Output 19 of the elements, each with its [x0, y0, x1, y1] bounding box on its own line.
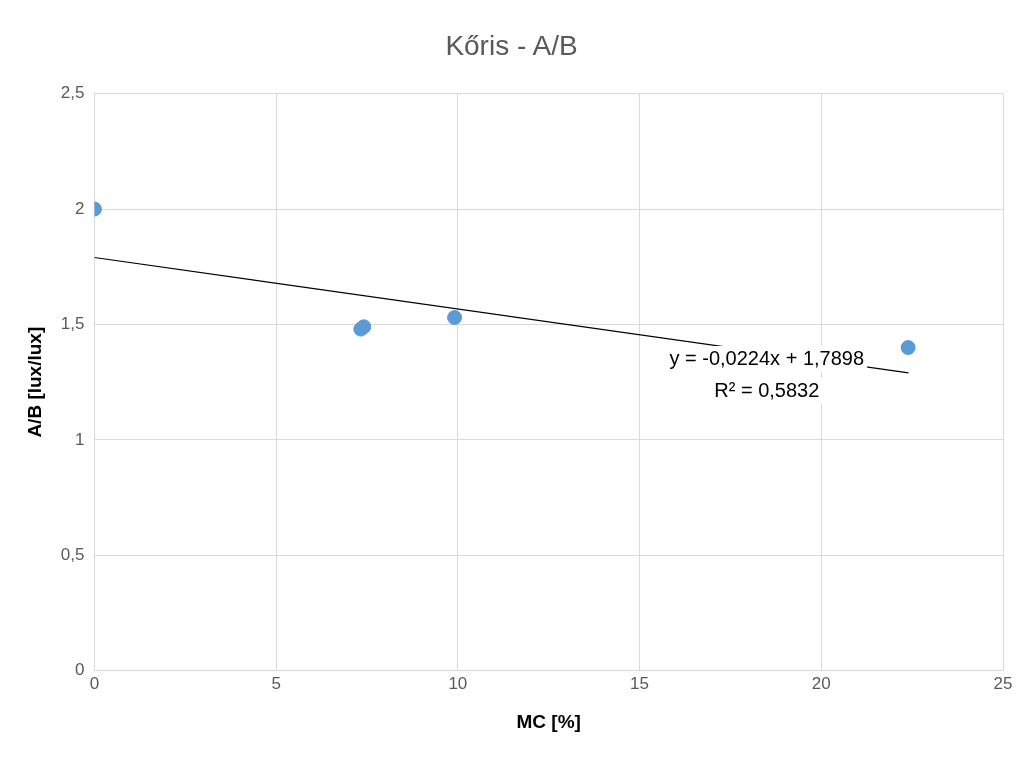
x-tick-label: 0 — [89, 673, 100, 693]
x-tick-label: 5 — [271, 673, 281, 693]
y-tick-label: 1,5 — [60, 314, 85, 334]
y-tick-label: 2,5 — [60, 83, 85, 103]
point — [447, 310, 463, 326]
x-tick-label: 20 — [811, 673, 831, 693]
x-tick-label: 25 — [993, 673, 1013, 693]
x-axis-title: MC [%] — [516, 710, 581, 732]
y-tick-label: 0 — [74, 660, 85, 680]
annotation: R² = 0,5832 — [714, 378, 820, 401]
chart-title: Kőris - A/B — [445, 29, 578, 61]
y-tick-label: 1 — [74, 429, 85, 449]
y-tick-label: 0,5 — [60, 545, 85, 565]
y-axis-title: A/B [lux/lux] — [23, 326, 45, 438]
x-tick-label: 10 — [448, 673, 468, 693]
annotation: y = -0,0224x + 1,7898 — [669, 346, 865, 369]
x-tick-label: 15 — [630, 673, 650, 693]
point — [900, 340, 916, 356]
y-tick-label: 2 — [74, 198, 85, 218]
